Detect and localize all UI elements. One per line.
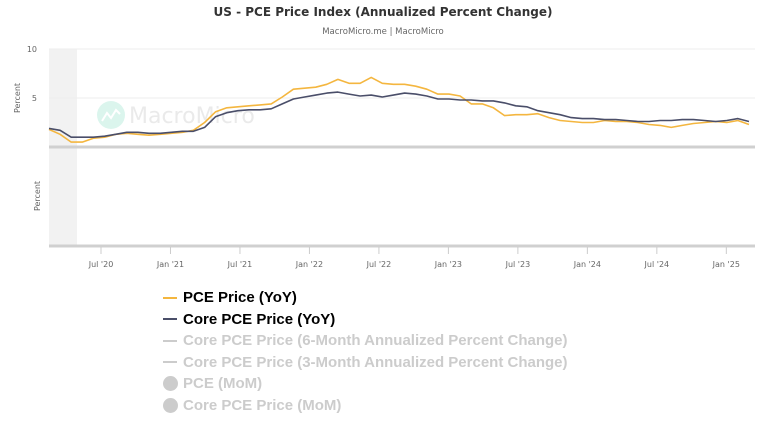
x-tick-label: Jan '21 [156, 260, 184, 269]
chart-subtitle: MacroMicro.me | MacroMicro [322, 27, 444, 37]
y-tick-label: 5 [32, 94, 37, 103]
series-group [48, 76, 750, 143]
legend-label: PCE (MoM) [183, 375, 263, 393]
watermark-logo-icon [97, 101, 125, 129]
macromicro-watermark: MacroMicro [97, 101, 255, 129]
series-line-0[interactable] [48, 76, 750, 143]
y-axis-ticks: 10 5 [27, 45, 37, 103]
x-tick-label: Jul '22 [366, 260, 392, 269]
y-axis-label-lower: Percent [33, 181, 42, 211]
legend-item[interactable]: PCE (MoM) [163, 373, 568, 395]
grid-lines [49, 48, 755, 99]
legend-label: PCE Price (YoY) [183, 289, 297, 307]
watermark-logo-chart-icon [101, 108, 121, 122]
legend-label: Core PCE Price (3-Month Annualized Perce… [183, 353, 568, 371]
x-tick-label: Jul '21 [227, 260, 253, 269]
legend-label: Core PCE Price (MoM) [183, 396, 342, 414]
recession-shade-lower [49, 147, 77, 246]
legend-line-icon [163, 296, 177, 299]
legend-item[interactable]: Core PCE Price (MoM) [163, 395, 568, 417]
legend-circle-icon [163, 397, 178, 413]
legend-label: Core PCE Price (YoY) [183, 310, 336, 328]
y-tick-label: 10 [27, 45, 37, 54]
chart-title: US - PCE Price Index (Annualized Percent… [213, 5, 553, 19]
x-tick-label: Jan '24 [573, 260, 601, 269]
x-tick-label: Jul '23 [505, 260, 531, 269]
legend-line-icon [163, 318, 177, 321]
x-tick-label: Jan '23 [434, 260, 462, 269]
x-tick-label: Jul '24 [644, 260, 670, 269]
legend-line-icon [163, 361, 177, 364]
legend-item[interactable]: PCE Price (YoY) [163, 287, 568, 309]
legend-label: Core PCE Price (6-Month Annualized Perce… [183, 332, 568, 350]
x-tick-label: Jul '20 [88, 260, 114, 269]
y-axis-label-upper: Percent [13, 83, 22, 113]
legend-line-icon [163, 339, 177, 342]
legend-item[interactable]: Core PCE Price (6-Month Annualized Perce… [163, 330, 568, 352]
legend-item[interactable]: Core PCE Price (YoY) [163, 309, 568, 331]
legend: PCE Price (YoY) Core PCE Price (YoY) Core … [163, 287, 568, 416]
watermark-text: MacroMicro [129, 104, 255, 129]
x-axis-ticks: Jul '20 Jan '21 Jul '21 Jan '22 Jul '22 Jan '… [88, 247, 740, 269]
x-tick-label: Jan '22 [295, 260, 323, 269]
x-tick-label: Jan '25 [712, 260, 740, 269]
legend-circle-icon [163, 376, 178, 392]
legend-item[interactable]: Core PCE Price (3-Month Annualized Perce… [163, 352, 568, 374]
series-line-1[interactable] [48, 91, 750, 138]
